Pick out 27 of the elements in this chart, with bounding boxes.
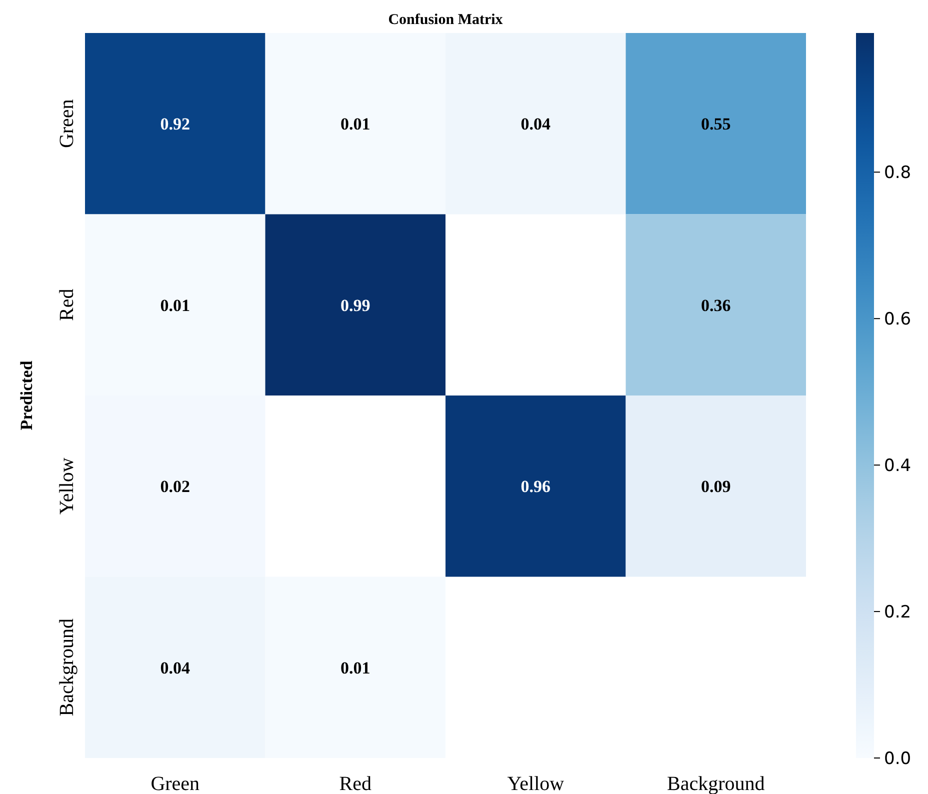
color-bar-label: 0.0 <box>884 748 912 769</box>
data-label: 0.96 <box>520 477 550 496</box>
color-bar-label: 0.2 <box>884 602 912 622</box>
data-label: 0.04 <box>520 114 551 134</box>
data-label: 0.01 <box>160 296 190 315</box>
data-label: 0.01 <box>340 114 370 134</box>
y-axis-title: Predicted <box>17 360 36 430</box>
color-bar-label: 0.6 <box>884 310 912 330</box>
x-tick-label: Yellow <box>507 773 565 794</box>
color-bar-label: 0.8 <box>884 163 912 184</box>
data-label: 0.92 <box>160 114 190 134</box>
y-tick-label: Green <box>56 99 78 148</box>
data-label: 0.01 <box>340 658 370 678</box>
chart-title: Confusion Matrix <box>388 12 504 28</box>
x-tick-label: Red <box>339 773 372 794</box>
y-tick-label: Red <box>56 288 78 321</box>
x-tick-label: Green <box>150 773 200 794</box>
color-bar-label: 0.4 <box>884 456 912 476</box>
y-tick-label: Background <box>56 618 78 716</box>
data-label: 0.09 <box>701 477 731 496</box>
x-tick-label: Background <box>666 773 765 794</box>
data-label: 0.36 <box>701 296 731 315</box>
y-tick-label: Yellow <box>56 457 78 515</box>
data-label: 0.99 <box>340 296 370 315</box>
data-label: 0.02 <box>160 477 190 496</box>
data-label: 0.55 <box>701 114 731 134</box>
data-label: 0.04 <box>160 658 190 678</box>
